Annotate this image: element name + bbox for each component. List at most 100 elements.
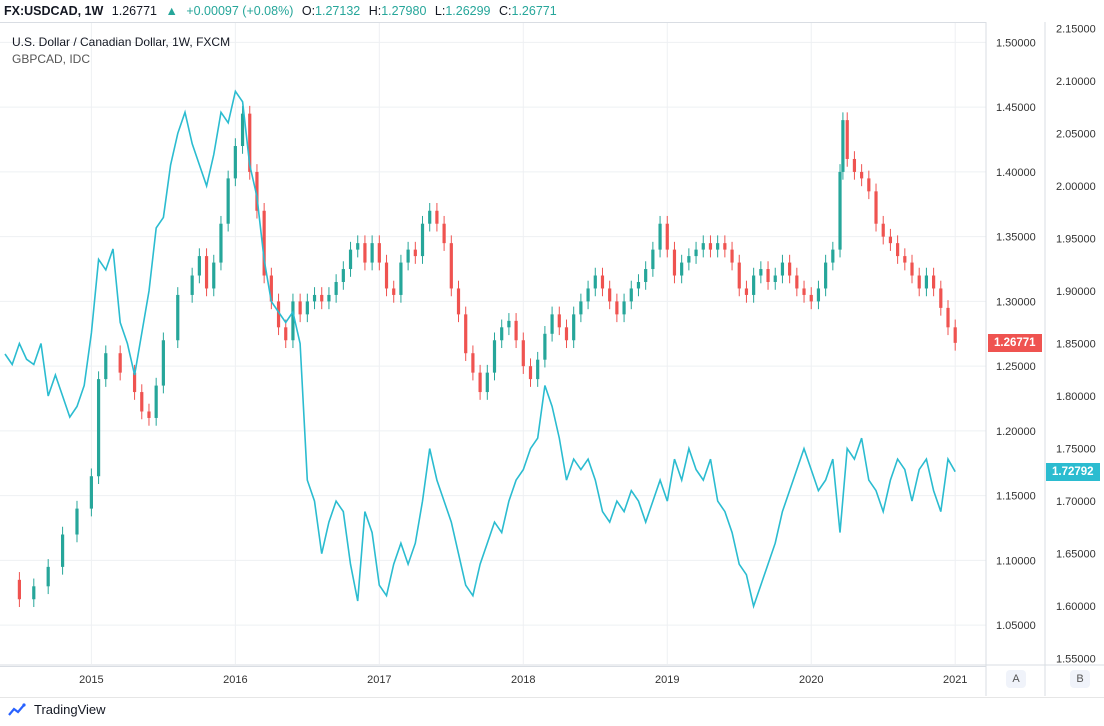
low-value: 1.26299 [445, 4, 491, 18]
candle-body [226, 178, 230, 224]
candle-body [896, 243, 900, 257]
candle-body [154, 385, 158, 418]
candle-body [701, 243, 705, 250]
right-axis-tick-label: 1.70000 [1056, 496, 1096, 508]
candle-body [255, 171, 259, 211]
candle-body [507, 320, 511, 328]
candle-body [802, 288, 806, 295]
right-axis-tick-label: 1.60000 [1056, 601, 1096, 613]
candle-body [204, 256, 209, 289]
x-axis-tick-label: 2015 [79, 674, 103, 686]
right-axis-tick-label: 2.15000 [1056, 23, 1096, 35]
candle-body [924, 275, 929, 289]
candle-body [147, 411, 151, 418]
candle-body [888, 236, 893, 244]
candle-body [665, 223, 669, 250]
candle-body [161, 340, 165, 386]
candle-body [860, 171, 864, 179]
candle-body [939, 288, 943, 308]
candle-body [615, 301, 619, 315]
candle-body [312, 294, 317, 302]
right-axis-tick-label: 1.65000 [1056, 549, 1096, 561]
price-chart[interactable]: 1.05000 1.10000 1.15000 1.20000 1.25000 1.300… [0, 0, 1104, 697]
candle-body [60, 534, 65, 567]
right-axis-tick-label: 2.10000 [1056, 76, 1096, 88]
candle-body [780, 262, 785, 276]
candle-body [248, 113, 252, 172]
left-axis-tick-label: 1.30000 [996, 296, 1036, 308]
candle-body [557, 314, 561, 328]
candle-body [492, 340, 497, 373]
candle-body [593, 275, 597, 289]
right-scale-button[interactable]: B [1070, 670, 1090, 688]
candle-body [428, 210, 432, 224]
left-axis-tick-label: 1.45000 [996, 102, 1036, 114]
candle-body [140, 392, 144, 412]
candle-body [953, 327, 957, 343]
candle-body [262, 210, 266, 276]
x-axis-tick-label: 2017 [367, 674, 391, 686]
left-axis-tick-label: 1.05000 [996, 620, 1036, 632]
candle-body [809, 294, 813, 302]
candle-body [32, 586, 36, 600]
x-axis-tick-label: 2018 [511, 674, 535, 686]
candle-body [608, 288, 612, 302]
candle-body [917, 275, 921, 289]
candle-body [46, 566, 50, 587]
candle-body [500, 327, 504, 341]
candle-body [910, 262, 914, 276]
candle-body [723, 243, 727, 250]
left-axis-tick-label: 1.35000 [996, 232, 1036, 244]
candle-body [572, 314, 576, 341]
candle-body [759, 269, 763, 276]
candle-body [212, 262, 216, 289]
candle-body [356, 243, 360, 250]
right-axis-tick-label: 1.90000 [1056, 286, 1096, 298]
footer-bar [0, 697, 1104, 726]
candle-body [392, 288, 396, 295]
high-label: H: [368, 4, 382, 18]
chart-pane[interactable] [0, 22, 986, 667]
candle-body [845, 120, 849, 159]
candle-body [406, 249, 410, 263]
left-axis-tick-label: 1.15000 [996, 491, 1036, 503]
right-axis-tick-label: 2.05000 [1056, 128, 1096, 140]
candle-body [831, 249, 835, 263]
left-axis-tick-label: 1.20000 [996, 426, 1036, 438]
candle-body [744, 288, 749, 295]
brand-name: TradingView [34, 702, 106, 717]
candle-body [838, 171, 842, 250]
candle-body [586, 288, 590, 302]
candle-body [841, 120, 845, 172]
candle-body [17, 579, 21, 600]
candle-body [190, 275, 194, 295]
usdcad-price-tag: 1.26771 [988, 333, 1042, 352]
brand[interactable]: TradingView [8, 702, 106, 717]
candle-body [485, 372, 489, 393]
close-label: C: [499, 4, 512, 18]
left-axis-tick-label: 1.40000 [996, 167, 1036, 179]
candle-body [413, 249, 417, 257]
candle-body [651, 249, 655, 270]
candle-body [341, 269, 345, 282]
open-value: 1.27132 [315, 4, 361, 18]
candle-body [716, 243, 720, 250]
chart-legend: U.S. Dollar / Canadian Dollar, 1W, FXCM … [12, 34, 230, 68]
candle-body [89, 476, 93, 509]
candle-body [795, 275, 799, 289]
gbpcad-price-tag: 1.72792 [1046, 462, 1100, 481]
x-axis-tick-label: 2020 [799, 674, 823, 686]
candle-body [348, 249, 353, 270]
auto-scale-button[interactable]: A [1006, 670, 1026, 688]
candle-body [658, 223, 662, 250]
candle-body [334, 281, 338, 295]
candle-body [435, 210, 439, 224]
candle-body [694, 249, 698, 257]
candle-body [284, 327, 288, 341]
high-value: 1.27980 [381, 4, 427, 18]
candle-body [644, 269, 648, 282]
candle-body [680, 262, 684, 276]
candle-body [118, 353, 122, 373]
symbol-label[interactable]: FX:USDCAD, 1W [4, 4, 104, 18]
x-axis-tick-label: 2019 [655, 674, 679, 686]
